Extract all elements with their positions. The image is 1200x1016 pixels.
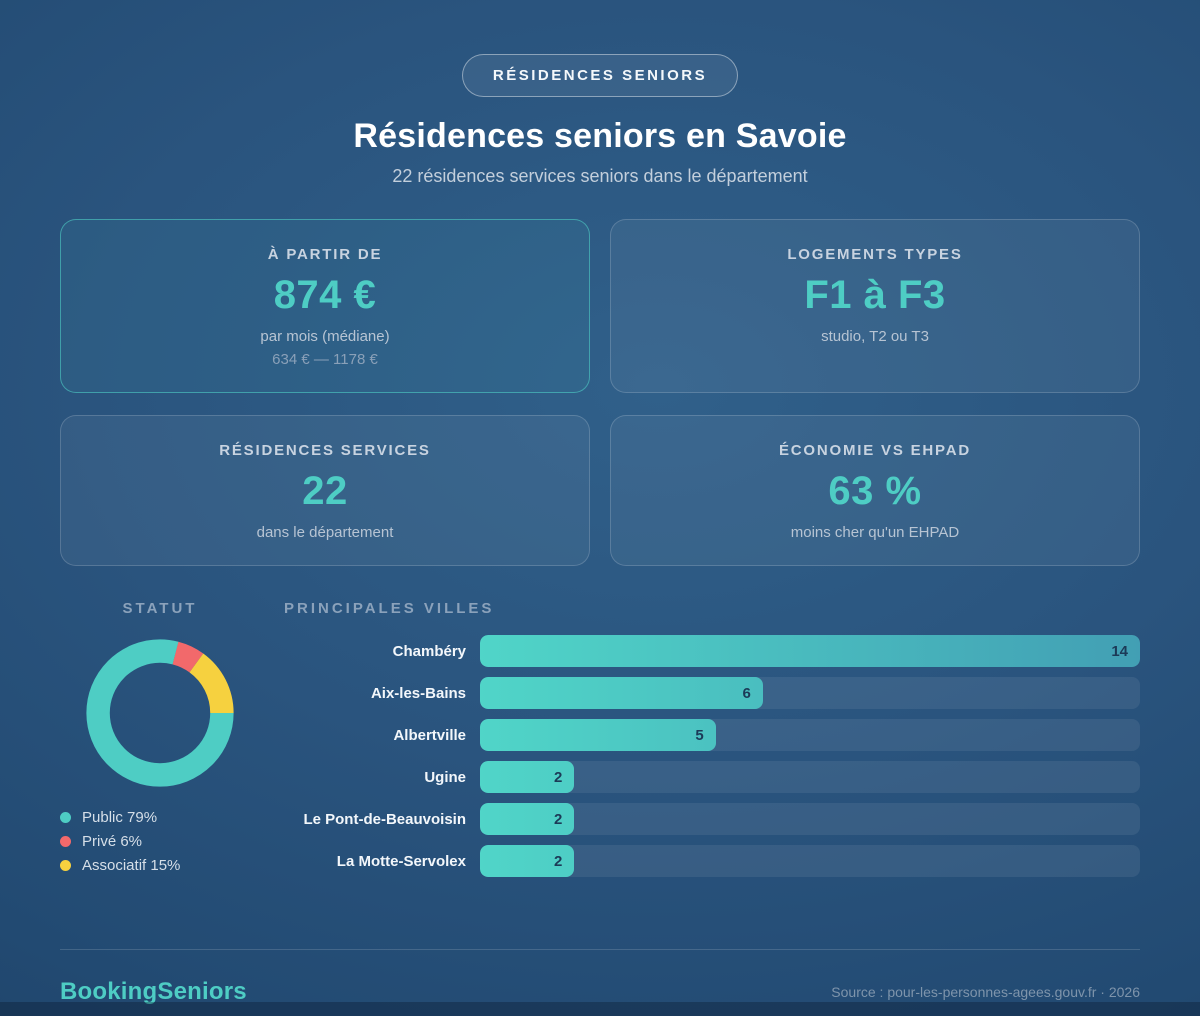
donut-legend: Public 79% Privé 6% Associatif 15% (60, 809, 260, 874)
bar-city-label: Chambéry (392, 642, 466, 660)
stat-card-label: ÉCONOMIE VS EHPAD (778, 442, 971, 459)
legend-dot-public (60, 812, 71, 823)
donut-segment (86, 639, 234, 787)
donut-chart-svg (86, 639, 234, 787)
bar-city-label: Le Pont-de-Beauvoisin (303, 810, 466, 828)
stat-cards: À PARTIR DE 874 € par mois (médiane) 634… (60, 219, 1140, 566)
bar-row-ugine: Ugine 2 (284, 761, 1140, 793)
charts-section: STATUT Public 79% Privé 6% (60, 600, 1140, 887)
legend-dot-associatif (60, 860, 71, 871)
stat-card-residences-count: RÉSIDENCES SERVICES 22 dans le départeme… (60, 415, 590, 566)
stat-card-value: 874 € (273, 273, 377, 317)
bar-row-aix-les-bains: Aix-les-Bains 6 (284, 677, 1140, 709)
page-subtitle: 22 résidences services seniors dans le d… (392, 166, 808, 186)
stat-card-subtext: moins cher qu'un EHPAD (790, 524, 960, 541)
category-badge: RÉSIDENCES SENIORS (461, 54, 739, 97)
bar-city-label: La Motte-Servolex (336, 852, 466, 870)
bar-fill: 2 (480, 803, 575, 835)
donut-chart (60, 635, 260, 791)
donut-segment (86, 639, 234, 787)
bar-track: 6 (480, 677, 1140, 709)
villes-chart: PRINCIPALES VILLES Chambéry 14 Aix-les-B… (284, 600, 1140, 887)
bar-city-label: Aix-les-Bains (370, 684, 466, 702)
statut-header: STATUT (122, 600, 198, 617)
stat-card-value: 22 (302, 469, 348, 513)
stat-card-housing-types: LOGEMENTS TYPES F1 à F3 studio, T2 ou T3 (610, 219, 1140, 393)
bar-track: 2 (480, 761, 1140, 793)
source-attribution: Source : pour-les-personnes-agees.gouv.f… (831, 984, 1140, 1000)
stat-card-savings: ÉCONOMIE VS EHPAD 63 % moins cher qu'un … (610, 415, 1140, 566)
stat-card-range: 634 € — 1178 € (272, 351, 378, 368)
legend-label: Privé 6% (82, 833, 143, 850)
legend-item-associatif: Associatif 15% (60, 857, 260, 874)
legend-label: Public 79% (82, 809, 158, 826)
bar-fill: 14 (480, 635, 1140, 667)
bar-fill: 5 (480, 719, 716, 751)
stat-card-subtext: dans le département (256, 524, 394, 541)
stat-card-subtext: par mois (médiane) (260, 328, 390, 345)
bar-city-label: Albertville (393, 726, 466, 744)
bar-row-la-motte-servolex: La Motte-Servolex 2 (284, 845, 1140, 877)
stat-card-price: À PARTIR DE 874 € par mois (médiane) 634… (60, 219, 590, 393)
bar-fill: 2 (480, 761, 575, 793)
statut-chart: STATUT Public 79% Privé 6% (60, 600, 260, 887)
bar-track: 5 (480, 719, 1140, 751)
bar-row-le-pont-de-beauvoisin: Le Pont-de-Beauvoisin 2 (284, 803, 1140, 835)
page-title: Résidences seniors en Savoie (353, 117, 847, 155)
bar-track: 2 (480, 803, 1140, 835)
stat-card-label: LOGEMENTS TYPES (787, 246, 963, 263)
bar-fill: 2 (480, 845, 575, 877)
bar-chart: Chambéry 14 Aix-les-Bains 6 Albertville … (284, 635, 1140, 877)
legend-item-public: Public 79% (60, 809, 260, 826)
brand-logo: BookingSeniors (60, 978, 247, 1005)
bar-row-chambery: Chambéry 14 (284, 635, 1140, 667)
stat-card-label: RÉSIDENCES SERVICES (219, 442, 431, 459)
badge-container: RÉSIDENCES SENIORS (60, 54, 1140, 97)
bar-fill: 6 (480, 677, 763, 709)
stat-card-subtext: studio, T2 ou T3 (821, 328, 929, 345)
bar-track: 14 (480, 635, 1140, 667)
legend-dot-prive (60, 836, 71, 847)
bottom-edge-strip (0, 1002, 1200, 1016)
bar-track: 2 (480, 845, 1140, 877)
bar-city-label: Ugine (424, 768, 466, 786)
footer: BookingSeniors Source : pour-les-personn… (60, 978, 1140, 1006)
bar-row-albertville: Albertville 5 (284, 719, 1140, 751)
legend-item-prive: Privé 6% (60, 833, 260, 850)
stat-card-value: 63 % (828, 469, 922, 513)
legend-label: Associatif 15% (82, 857, 181, 874)
villes-header: PRINCIPALES VILLES (284, 600, 495, 617)
stat-card-label: À PARTIR DE (267, 246, 383, 263)
stat-card-value: F1 à F3 (804, 273, 946, 317)
footer-divider (60, 949, 1140, 950)
